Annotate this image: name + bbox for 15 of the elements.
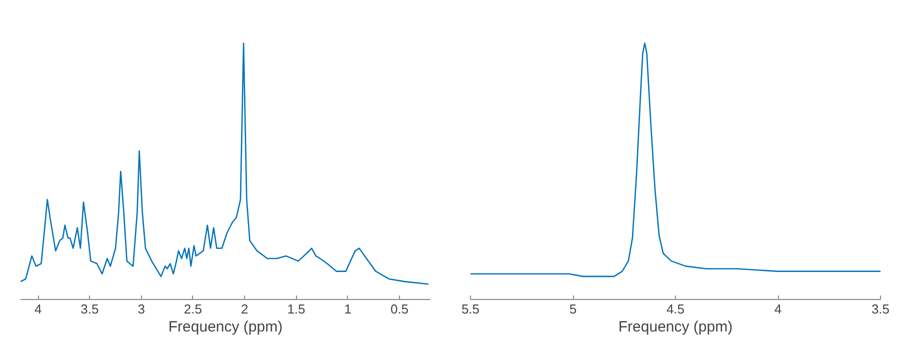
- x-tick-label: 1: [344, 302, 352, 316]
- x-tick-label: 2.5: [184, 302, 202, 316]
- x-tick-label: 5: [569, 302, 577, 316]
- x-tick-label: 5.5: [461, 302, 480, 316]
- x-tick-label: 0.5: [390, 302, 409, 316]
- x-tick-label: 3: [138, 302, 145, 316]
- x-tick-label: 2: [240, 302, 248, 316]
- x-axis-title: Frequency (ppm): [618, 318, 733, 336]
- x-tick-label: 3.5: [871, 302, 890, 316]
- x-tick-label: 4: [34, 302, 42, 316]
- x-axis-title: Frequency (ppm): [168, 318, 283, 336]
- x-tick-label: 4.5: [666, 302, 685, 316]
- x-tick-label: 3.5: [80, 302, 99, 316]
- x-tick-label: 1.5: [287, 302, 306, 316]
- x-tick-label: 4: [774, 302, 782, 316]
